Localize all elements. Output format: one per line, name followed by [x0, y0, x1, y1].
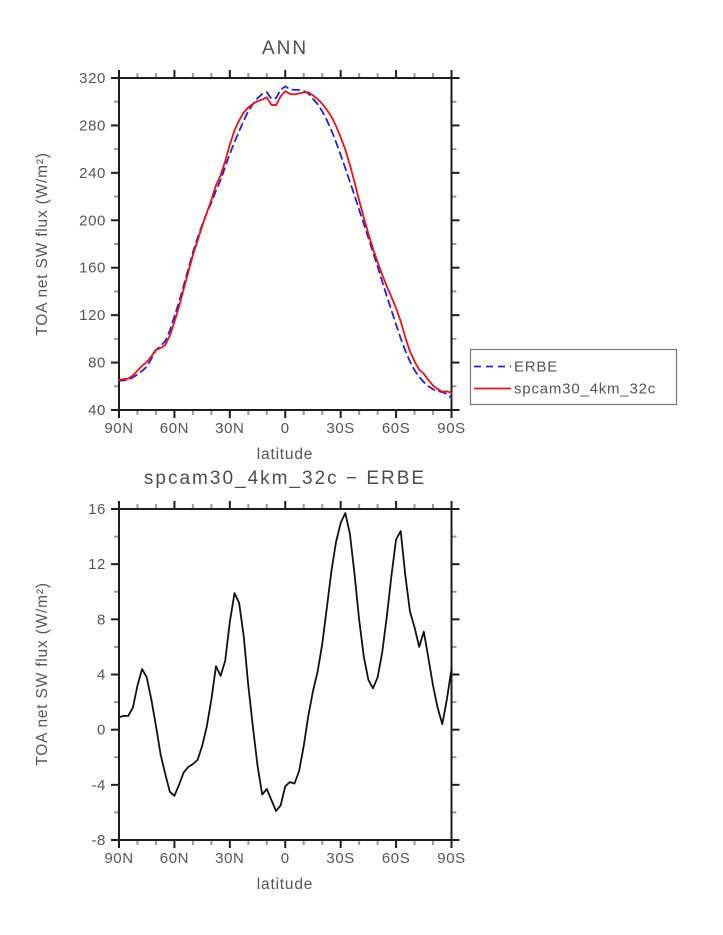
legend-box: [469, 348, 678, 406]
legend-label-spcam: spcam30_4km_32c: [514, 381, 656, 398]
top-chart-title: ANN: [262, 38, 308, 59]
series-line-0: [118, 85, 453, 400]
legend: ERBE spcam30_4km_32c: [469, 348, 678, 406]
y-tick-label: 16: [88, 501, 106, 518]
x-tick-label: 90S: [437, 850, 466, 867]
y-tick-label: -8: [91, 832, 106, 849]
bottom-y-axis-label: TOA net SW flux (W/m²): [34, 582, 51, 766]
x-tick-label: 60S: [382, 850, 411, 867]
y-tick-label: 80: [88, 355, 106, 372]
y-tick-label: -4: [91, 777, 106, 794]
x-tick-label: 90S: [437, 420, 466, 437]
y-tick-label: 280: [79, 117, 106, 134]
y-tick-label: 4: [97, 667, 106, 684]
bottom-axes: -8 -4 0 4 8 12 16 90N 60N 30N 0 30S 60S 90S: [88, 501, 466, 867]
top-axes: 40 80 120 160 200 240 280 320 90N 60N 30N 0 30S 60S 90…: [79, 70, 466, 437]
y-tick-label: 0: [97, 722, 106, 739]
y-tick-label: 200: [79, 212, 106, 229]
y-tick-label: 160: [79, 260, 106, 277]
y-tick-label: 240: [79, 165, 106, 182]
series-line-0: [118, 512, 453, 812]
bottom-chart-title: spcam30_4km_32c − ERBE: [144, 468, 426, 489]
plot-frame: [118, 77, 453, 411]
x-tick-label: 0: [281, 420, 290, 437]
x-tick-label: 30N: [215, 420, 244, 437]
x-tick-label: 90N: [104, 850, 133, 867]
y-tick-label: 12: [88, 556, 106, 573]
x-tick-label: 0: [281, 850, 290, 867]
x-tick-label: 30S: [326, 850, 355, 867]
legend-label-erbe: ERBE: [514, 359, 558, 376]
x-tick-label: 30S: [326, 420, 355, 437]
plot-frame: [118, 508, 453, 841]
y-tick-label: 40: [88, 402, 106, 419]
top-series: [118, 85, 453, 400]
x-tick-label: 60S: [382, 420, 411, 437]
x-tick-label: 60N: [160, 420, 189, 437]
bottom-series: [118, 512, 453, 812]
top-y-axis-label: TOA net SW flux (W/m²): [34, 152, 51, 336]
y-tick-label: 8: [97, 611, 106, 628]
x-tick-label: 90N: [104, 420, 133, 437]
series-line-1: [118, 90, 453, 394]
top-x-axis-label: latitude: [257, 446, 313, 463]
x-tick-label: 30N: [215, 850, 244, 867]
x-tick-label: 60N: [160, 850, 189, 867]
bottom-x-axis-label: latitude: [257, 876, 313, 893]
y-tick-label: 120: [79, 307, 106, 324]
y-tick-label: 320: [79, 70, 106, 87]
